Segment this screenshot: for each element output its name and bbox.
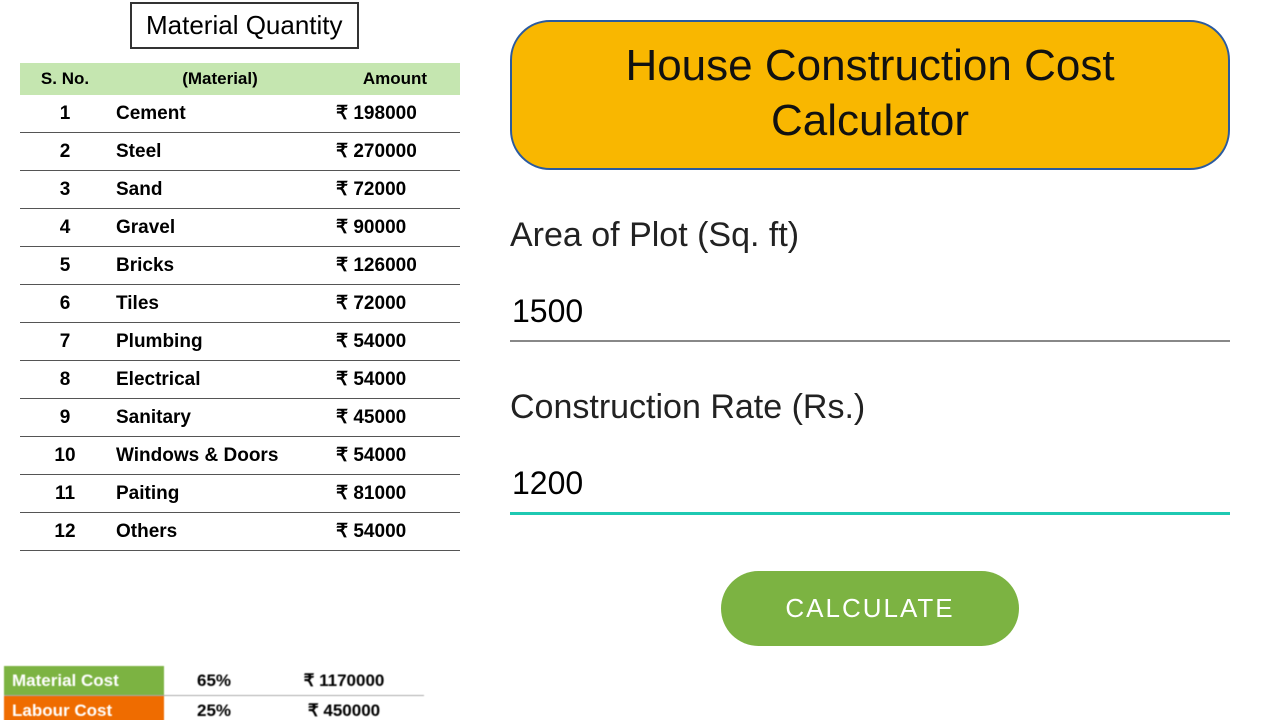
cell-sno: 10 — [20, 445, 110, 467]
cell-sno: 5 — [20, 255, 110, 277]
cell-amount: ₹ 54000 — [330, 368, 460, 391]
summary-pct: 65% — [164, 671, 264, 691]
calculate-button[interactable]: CALCULATE — [721, 571, 1018, 646]
cell-sno: 2 — [20, 141, 110, 163]
summary-row-labour: Labour Cost 25% ₹ 450000 — [4, 696, 424, 720]
cell-sno: 11 — [20, 483, 110, 505]
table-row: 8Electrical₹ 54000 — [20, 361, 460, 399]
col-amount: Amount — [330, 69, 460, 89]
cell-amount: ₹ 198000 — [330, 102, 460, 125]
rate-label: Construction Rate (Rs.) — [510, 388, 1230, 427]
cell-material: Sanitary — [110, 407, 330, 429]
cell-amount: ₹ 270000 — [330, 140, 460, 163]
table-row: 10Windows & Doors₹ 54000 — [20, 437, 460, 475]
table-row: 12Others₹ 54000 — [20, 513, 460, 551]
cell-sno: 12 — [20, 521, 110, 543]
table-row: 5Bricks₹ 126000 — [20, 247, 460, 285]
cell-sno: 6 — [20, 293, 110, 315]
cell-sno: 4 — [20, 217, 110, 239]
summary-label: Material Cost — [4, 666, 164, 695]
cell-sno: 7 — [20, 331, 110, 353]
material-quantity-title: Material Quantity — [130, 2, 359, 49]
table-row: 6Tiles₹ 72000 — [20, 285, 460, 323]
summary-label: Labour Cost — [4, 696, 164, 720]
cell-material: Cement — [110, 103, 330, 125]
cell-material: Windows & Doors — [110, 445, 330, 467]
table-row: 11Paiting₹ 81000 — [20, 475, 460, 513]
table-row: 2Steel₹ 270000 — [20, 133, 460, 171]
cell-material: Paiting — [110, 483, 330, 505]
table-row: 9Sanitary₹ 45000 — [20, 399, 460, 437]
summary-amount: ₹ 450000 — [264, 701, 424, 720]
col-serial: S. No. — [20, 69, 110, 89]
cell-material: Plumbing — [110, 331, 330, 353]
summary-amount: ₹ 1170000 — [264, 671, 424, 691]
cell-amount: ₹ 45000 — [330, 406, 460, 429]
calculator-panel: House Construction Cost Calculator Area … — [480, 0, 1280, 720]
cell-sno: 9 — [20, 407, 110, 429]
cell-material: Steel — [110, 141, 330, 163]
cell-amount: ₹ 54000 — [330, 444, 460, 467]
cell-amount: ₹ 72000 — [330, 178, 460, 201]
rate-input[interactable] — [510, 459, 1230, 515]
cell-material: Others — [110, 521, 330, 543]
material-table-header: S. No. (Material) Amount — [20, 63, 460, 95]
cell-sno: 8 — [20, 369, 110, 391]
cell-material: Sand — [110, 179, 330, 201]
area-label: Area of Plot (Sq. ft) — [510, 216, 1230, 255]
cell-sno: 1 — [20, 103, 110, 125]
material-table: S. No. (Material) Amount 1Cement₹ 198000… — [20, 63, 460, 551]
cell-amount: ₹ 126000 — [330, 254, 460, 277]
summary-pct: 25% — [164, 701, 264, 720]
col-material: (Material) — [110, 69, 330, 89]
cell-material: Tiles — [110, 293, 330, 315]
cost-summary: Material Cost 65% ₹ 1170000 Labour Cost … — [4, 666, 424, 720]
cell-material: Electrical — [110, 369, 330, 391]
summary-row-material: Material Cost 65% ₹ 1170000 — [4, 666, 424, 696]
cell-amount: ₹ 90000 — [330, 216, 460, 239]
table-row: 3Sand₹ 72000 — [20, 171, 460, 209]
app-title-banner: House Construction Cost Calculator — [510, 20, 1230, 170]
cell-amount: ₹ 81000 — [330, 482, 460, 505]
cell-amount: ₹ 54000 — [330, 520, 460, 543]
cell-amount: ₹ 72000 — [330, 292, 460, 315]
cell-amount: ₹ 54000 — [330, 330, 460, 353]
table-row: 1Cement₹ 198000 — [20, 95, 460, 133]
cell-sno: 3 — [20, 179, 110, 201]
left-panel: Material Quantity S. No. (Material) Amou… — [0, 0, 480, 720]
cell-material: Bricks — [110, 255, 330, 277]
cell-material: Gravel — [110, 217, 330, 239]
table-row: 4Gravel₹ 90000 — [20, 209, 460, 247]
table-row: 7Plumbing₹ 54000 — [20, 323, 460, 361]
area-input[interactable] — [510, 287, 1230, 342]
